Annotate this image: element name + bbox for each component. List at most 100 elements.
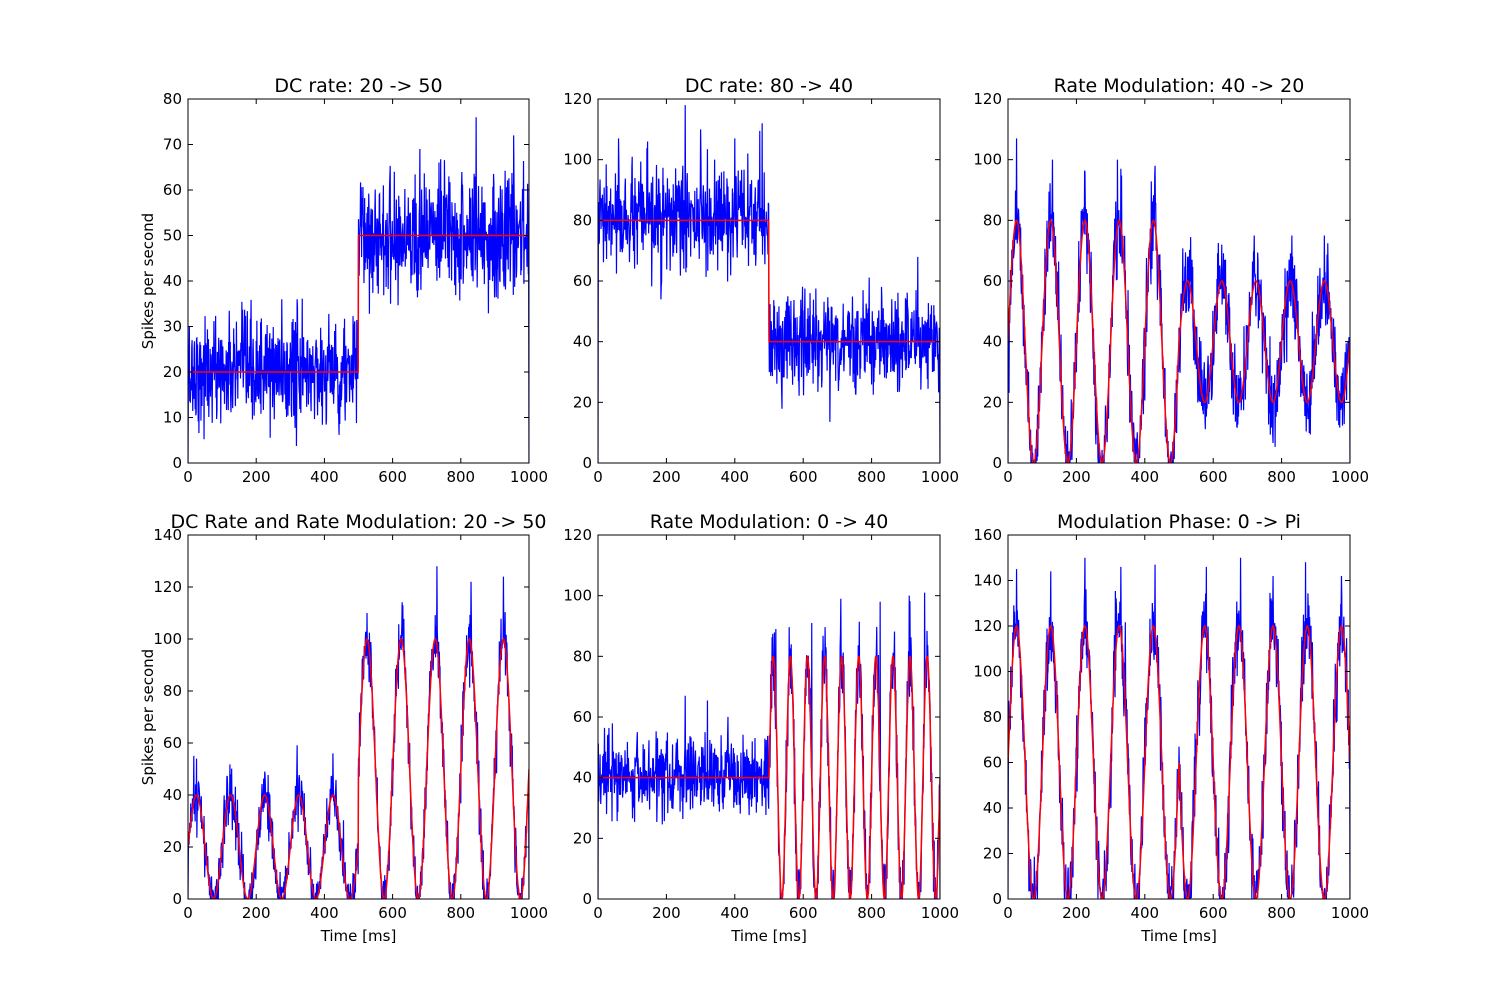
- x-tick-label: 200: [1062, 468, 1091, 486]
- y-tick-label: 20: [573, 829, 592, 847]
- y-tick-label: 60: [983, 272, 1002, 290]
- subplot-6: 0 200 400 600 800 1000 0 20 40 60 80 100 120 140 160 Mo…: [973, 511, 1369, 945]
- y-tick-label: 140: [973, 572, 1002, 590]
- x-tick-label: 0: [1003, 904, 1013, 922]
- x-tick-label: 0: [593, 468, 603, 486]
- x-tick-label: 1000: [1331, 904, 1369, 922]
- subplot-2: 0 200 400 600 800 1000 0 20 40 60 80 100 120 DC rate:…: [563, 75, 959, 486]
- x-tick-label: 800: [857, 468, 886, 486]
- axes-frame: [187, 534, 530, 900]
- subplot-1: 0 200 400 600 800 1000 0 10 20 30 40 50 60 70 80 DC rat…: [139, 75, 548, 486]
- x-tick-label: 0: [183, 468, 193, 486]
- x-axis-label: Time [ms]: [730, 927, 807, 945]
- y-tick-label: 70: [163, 136, 182, 154]
- y-tick-label: 80: [573, 211, 592, 229]
- x-tick-label: 200: [652, 904, 681, 922]
- x-tick-label: 1000: [1331, 468, 1369, 486]
- x-tick-label: 200: [652, 468, 681, 486]
- x-tick-label: 1000: [921, 468, 959, 486]
- y-tick-label: 10: [163, 409, 182, 427]
- x-tick-label: 0: [1003, 468, 1013, 486]
- x-tick-label: 800: [446, 904, 475, 922]
- y-tick-label: 20: [163, 363, 182, 381]
- y-tick-label: 60: [163, 734, 182, 752]
- x-tick-label: 400: [310, 468, 339, 486]
- x-tick-label: 800: [446, 468, 475, 486]
- x-tick-label: 1000: [921, 904, 959, 922]
- x-axis-label: Time [ms]: [320, 927, 397, 945]
- x-tick-label: 0: [183, 904, 193, 922]
- x-tick-label: 800: [1267, 468, 1296, 486]
- expected-rate-line: [598, 655, 940, 899]
- y-tick-label: 80: [983, 708, 1002, 726]
- y-tick-label: 40: [983, 799, 1002, 817]
- y-tick-label: 0: [992, 890, 1002, 908]
- y-tick-label: 80: [163, 90, 182, 108]
- x-tick-label: 800: [1267, 904, 1296, 922]
- y-tick-label: 80: [163, 682, 182, 700]
- subplot-title: Rate Modulation: 40 -> 20: [1054, 75, 1305, 97]
- y-tick-label: 60: [163, 181, 182, 199]
- x-tick-label: 400: [720, 904, 749, 922]
- y-tick-label: 120: [563, 90, 592, 108]
- axes-frame: [1007, 534, 1351, 900]
- axes-frame: [597, 534, 941, 900]
- measured-rate-line: [1008, 557, 1350, 899]
- subplot-5: 0 200 400 600 800 1000 0 20 40 60 80 100 120 Rate Mod…: [563, 511, 959, 945]
- y-tick-label: 40: [573, 769, 592, 787]
- y-axis-label: Spikes per second: [139, 649, 157, 785]
- expected-rate-line: [1008, 625, 1350, 899]
- subplot-title: DC Rate and Rate Modulation: 20 -> 50: [170, 511, 546, 533]
- y-tick-label: 80: [983, 211, 1002, 229]
- y-tick-label: 60: [573, 708, 592, 726]
- y-tick-label: 40: [163, 786, 182, 804]
- y-tick-label: 50: [163, 227, 182, 245]
- y-tick-label: 100: [153, 630, 182, 648]
- x-tick-label: 400: [1130, 904, 1159, 922]
- y-tick-label: 0: [582, 454, 592, 472]
- x-tick-label: 400: [720, 468, 749, 486]
- y-tick-label: 20: [573, 393, 592, 411]
- y-tick-label: 20: [983, 845, 1002, 863]
- y-tick-label: 0: [992, 454, 1002, 472]
- x-tick-label: 600: [378, 904, 407, 922]
- subplot-title: Modulation Phase: 0 -> Pi: [1057, 511, 1301, 533]
- expected-rate-line: [1008, 219, 1350, 463]
- y-tick-label: 100: [973, 151, 1002, 169]
- expected-rate-line: [598, 219, 940, 343]
- y-tick-label: 0: [582, 890, 592, 908]
- y-tick-label: 0: [172, 454, 182, 472]
- y-tick-label: 60: [983, 754, 1002, 772]
- subplot-title: DC rate: 20 -> 50: [274, 75, 442, 97]
- y-tick-label: 40: [163, 272, 182, 290]
- x-axis-label: Time [ms]: [1140, 927, 1217, 945]
- y-tick-label: 100: [973, 663, 1002, 681]
- expected-rate-line: [188, 638, 529, 899]
- expected-rate-line: [188, 234, 529, 373]
- y-tick-label: 160: [973, 526, 1002, 544]
- y-tick-label: 80: [573, 647, 592, 665]
- y-tick-label: 120: [973, 617, 1002, 635]
- x-tick-label: 400: [310, 904, 339, 922]
- y-tick-label: 0: [172, 890, 182, 908]
- x-tick-label: 400: [1130, 468, 1159, 486]
- x-tick-label: 0: [593, 904, 603, 922]
- measured-rate-line: [1008, 138, 1350, 463]
- y-tick-label: 100: [563, 587, 592, 605]
- x-tick-label: 600: [378, 468, 407, 486]
- x-tick-label: 200: [1062, 904, 1091, 922]
- y-tick-label: 120: [153, 578, 182, 596]
- measured-rate-line: [188, 117, 529, 463]
- x-tick-label: 800: [857, 904, 886, 922]
- y-axis-label: Spikes per second: [139, 213, 157, 349]
- y-tick-label: 30: [163, 318, 182, 336]
- y-tick-label: 140: [153, 526, 182, 544]
- x-tick-label: 600: [789, 904, 818, 922]
- x-tick-label: 600: [1199, 904, 1228, 922]
- x-tick-label: 600: [789, 468, 818, 486]
- x-tick-label: 200: [242, 468, 271, 486]
- y-tick-label: 40: [983, 333, 1002, 351]
- y-tick-label: 20: [983, 393, 1002, 411]
